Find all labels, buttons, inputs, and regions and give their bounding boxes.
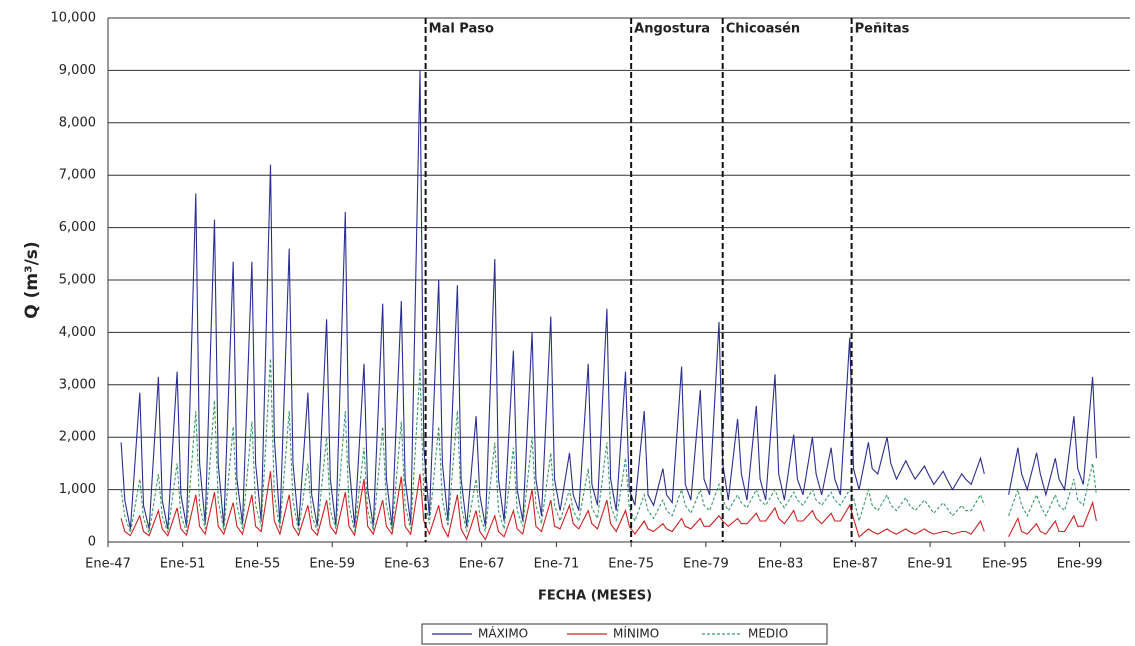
x-tick-label: Ene-99 (1057, 557, 1103, 572)
x-tick-label: Ene-83 (758, 557, 804, 572)
y-tick-label: 6,000 (59, 220, 96, 235)
y-tick-label: 10,000 (51, 11, 97, 26)
y-axis-label: Q (m³/s) (22, 241, 42, 318)
legend-label: MÍNIMO (613, 626, 659, 641)
y-tick-label: 9,000 (59, 63, 96, 78)
y-tick-label: 4,000 (59, 325, 96, 340)
y-tick-label: 3,000 (59, 377, 96, 392)
legend-label: MEDIO (748, 627, 788, 641)
y-tick-label: 1,000 (59, 482, 96, 497)
x-tick-label: Ene-91 (907, 557, 953, 572)
event-label: Angostura (634, 22, 710, 37)
x-axis-label: FECHA (MESES) (538, 589, 652, 604)
series-line (120, 70, 1097, 530)
legend-box (421, 623, 828, 645)
x-tick-label: Ene-87 (833, 557, 879, 572)
legend-label: MÁXIMO (478, 626, 528, 641)
event-label: Chicoasén (726, 22, 800, 37)
x-tick-label: Ene-75 (608, 557, 654, 572)
x-tick-label: Ene-79 (683, 557, 729, 572)
y-tick-label: 0 (88, 535, 96, 550)
y-tick-label: 8,000 (59, 115, 96, 130)
x-tick-label: Ene-51 (160, 557, 206, 572)
y-tick-label: 2,000 (59, 430, 96, 445)
y-tick-label: 5,000 (59, 273, 96, 288)
y-tick-label: 7,000 (59, 168, 96, 183)
x-tick-label: Ene-95 (982, 557, 1028, 572)
event-label: Peñitas (855, 22, 910, 37)
x-tick-label: Ene-63 (384, 557, 430, 572)
series-line (120, 358, 1097, 535)
x-tick-label: Ene-71 (534, 557, 580, 572)
x-tick-label: Ene-59 (309, 557, 355, 572)
x-tick-label: Ene-47 (85, 557, 131, 572)
series-line (120, 471, 1097, 541)
x-tick-label: Ene-67 (459, 557, 505, 572)
event-label: Mal Paso (429, 22, 494, 37)
x-tick-label: Ene-55 (235, 557, 281, 572)
